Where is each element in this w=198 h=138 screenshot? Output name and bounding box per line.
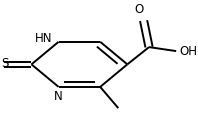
Text: N: N — [54, 90, 63, 103]
Text: O: O — [134, 3, 144, 16]
Text: HN: HN — [35, 32, 52, 45]
Text: OH: OH — [179, 45, 197, 58]
Text: S: S — [2, 57, 9, 70]
